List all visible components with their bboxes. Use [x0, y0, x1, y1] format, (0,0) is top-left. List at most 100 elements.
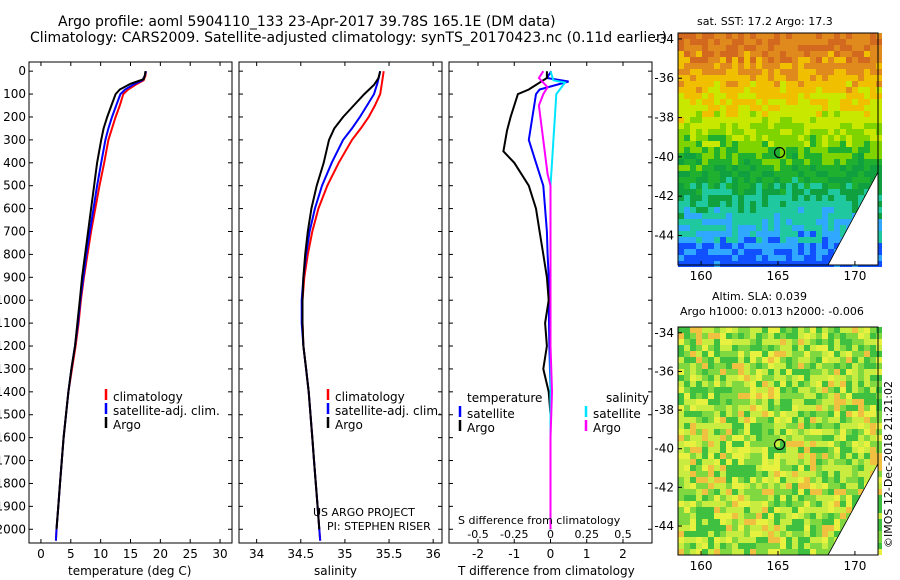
map-cell [864, 405, 870, 411]
map-cell [696, 489, 702, 495]
map-cell [810, 327, 816, 333]
map-cell [690, 111, 696, 117]
map-cell [678, 513, 684, 519]
map-cell [678, 93, 684, 99]
map-cell [720, 543, 726, 549]
map-cell [762, 165, 768, 171]
map-cell [696, 363, 702, 369]
map-cell [720, 99, 726, 105]
map-cell [852, 111, 858, 117]
map-cell [714, 237, 720, 243]
map-cell [702, 435, 708, 441]
map-cell [798, 33, 804, 39]
map-cell [768, 471, 774, 477]
map-cell [720, 87, 726, 93]
map-cell [798, 231, 804, 237]
map-cell [852, 117, 858, 123]
map-cell [744, 231, 750, 237]
map-cell [690, 57, 696, 63]
map-cell [792, 165, 798, 171]
map-cell [738, 537, 744, 543]
map-cell [816, 177, 822, 183]
map-cell [708, 333, 714, 339]
map-cell [828, 327, 834, 333]
map-cell [822, 429, 828, 435]
map-cell [810, 447, 816, 453]
map-cell [774, 111, 780, 117]
map-cell [702, 513, 708, 519]
map-cell [690, 381, 696, 387]
map-cell [846, 105, 852, 111]
map-cell [822, 159, 828, 165]
map-cell [870, 159, 876, 165]
map-cell [792, 501, 798, 507]
argo-position-marker [773, 438, 786, 451]
map-cell [792, 207, 798, 213]
map-cell [780, 393, 786, 399]
map-cell [840, 333, 846, 339]
map-cell [792, 405, 798, 411]
map-cell [810, 459, 816, 465]
map-cell [786, 153, 792, 159]
map-cell [762, 225, 768, 231]
map-cell [816, 81, 822, 87]
map-cell [744, 123, 750, 129]
map-cell [834, 93, 840, 99]
map-cell [732, 249, 738, 255]
map-cell [750, 213, 756, 219]
map-cell [810, 387, 816, 393]
map-cell [780, 93, 786, 99]
map-cell [756, 243, 762, 249]
map-cell [804, 165, 810, 171]
map-cell [780, 417, 786, 423]
map-cell [702, 255, 708, 261]
map-cell [792, 33, 798, 39]
map-cell [780, 411, 786, 417]
map-cell [846, 99, 852, 105]
map-cell [702, 525, 708, 531]
map-cell [810, 99, 816, 105]
map-cell [708, 261, 714, 267]
map-cell [828, 411, 834, 417]
map-cell [690, 135, 696, 141]
map-cell [852, 177, 858, 183]
map-cell [852, 195, 858, 201]
map-cell [702, 357, 708, 363]
map-cell [702, 111, 708, 117]
map-cell [744, 507, 750, 513]
map-cell [774, 87, 780, 93]
map-cell [756, 51, 762, 57]
map-cell [798, 117, 804, 123]
map-cell [678, 183, 684, 189]
map-cell [858, 117, 864, 123]
map-cell [798, 189, 804, 195]
map-cell [870, 99, 876, 105]
map-cell [822, 549, 828, 555]
map-cell [696, 549, 702, 555]
map-cell [768, 465, 774, 471]
map-cell [792, 39, 798, 45]
map-cell [756, 411, 762, 417]
map-cell [804, 345, 810, 351]
map-cell [780, 75, 786, 81]
map-cell [774, 471, 780, 477]
map-cell [714, 417, 720, 423]
map-cell [732, 207, 738, 213]
map-cell [744, 429, 750, 435]
map-cell [828, 495, 834, 501]
map-cell [714, 549, 720, 555]
map-cell [720, 537, 726, 543]
map-cell [858, 411, 864, 417]
map-cell [702, 69, 708, 75]
map-cell [852, 447, 858, 453]
map-cell [750, 111, 756, 117]
map-cell [864, 45, 870, 51]
map-cell [858, 465, 864, 471]
map-cell [678, 165, 684, 171]
map-cell [804, 87, 810, 93]
map-cell [768, 261, 774, 267]
map-cell [690, 417, 696, 423]
map-cell [834, 429, 840, 435]
map-cell [876, 57, 882, 63]
map-cell [822, 345, 828, 351]
